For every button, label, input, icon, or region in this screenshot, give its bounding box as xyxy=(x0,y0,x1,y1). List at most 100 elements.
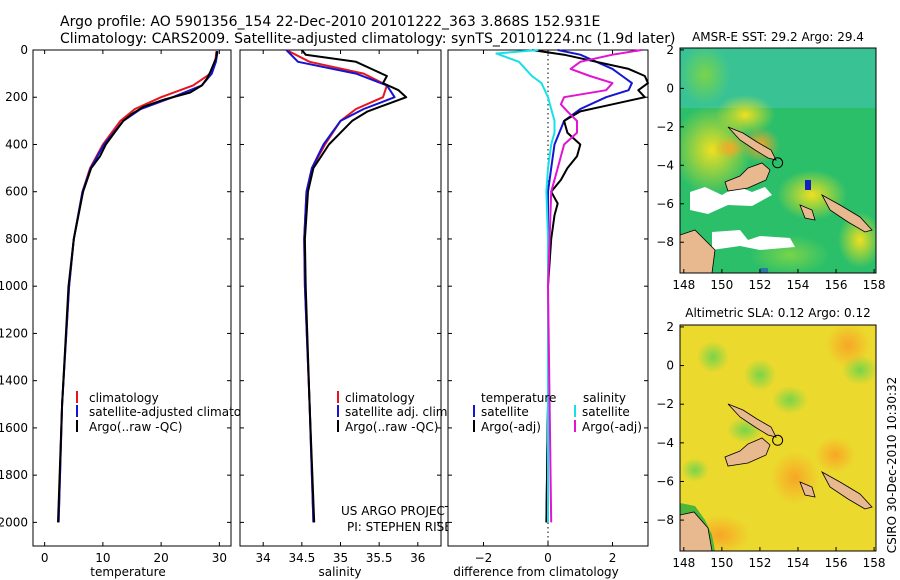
series-line-salinity-satellite xyxy=(495,49,556,523)
lon-tick-label: 150 xyxy=(710,278,733,292)
depth-tick-label: 600 xyxy=(5,185,28,199)
sla-high-patch xyxy=(826,325,870,367)
sst-cold-pixel xyxy=(805,180,811,190)
x-tick-label: −2 xyxy=(475,551,493,565)
legend-argo: Argo(..raw -QC) xyxy=(89,420,182,434)
sst-warm-patch xyxy=(715,95,775,135)
lon-tick-label: 152 xyxy=(748,278,771,292)
new-britain-land xyxy=(724,437,771,467)
salinity-depth-ticks xyxy=(240,49,441,523)
lat-tick-label: 2 xyxy=(666,320,674,334)
project-annotation: US ARGO PROJECT xyxy=(341,504,453,518)
sst-map-panel: AMSR-E SST: 29.2 Argo: 29.4 148 150 152 154… xyxy=(656,30,885,292)
x-tick-label: 0 xyxy=(544,551,552,565)
lon-tick-label: 158 xyxy=(863,556,886,570)
new-ireland-land xyxy=(727,403,777,438)
difference-legend: temperature salinity satellite Argo(-adj… xyxy=(473,391,642,434)
sla-lat-ticks: 2 0 −2 −4 −6 −8 xyxy=(656,320,684,527)
lon-tick-label: 150 xyxy=(710,556,733,570)
depth-tick-label: 1000 xyxy=(0,279,28,293)
temperature-xlabel: temperature xyxy=(90,565,165,579)
x-tick-label: 10 xyxy=(95,551,110,565)
lon-tick-label: 156 xyxy=(825,278,848,292)
bougainville-land xyxy=(799,204,816,221)
difference-xlabel: difference from climatology xyxy=(453,565,619,579)
argo-profile-location xyxy=(772,434,784,446)
x-tick-label: 35 xyxy=(333,551,348,565)
lon-tick-label: 148 xyxy=(672,556,695,570)
lon-tick-label: 154 xyxy=(787,278,810,292)
sst-map-title: AMSR-E SST: 29.2 Argo: 29.4 xyxy=(692,30,864,44)
sla-map-frame xyxy=(679,324,877,552)
series-line-argo-raw-qc xyxy=(57,51,218,523)
sst-cold-pixel xyxy=(760,268,768,273)
sst-profile-marker xyxy=(772,157,784,169)
legend-sal-argo: Argo(-adj) xyxy=(582,420,642,434)
lat-tick-label: −6 xyxy=(656,474,674,488)
series-line-argo-raw-qc xyxy=(301,49,408,523)
sst-missing-data xyxy=(690,186,772,214)
temperature-axis-ticks: 0 10 20 30 xyxy=(41,50,227,565)
depth-tick-label: 400 xyxy=(5,137,28,151)
sla-profile-marker xyxy=(772,434,784,446)
legend-temp-satellite: satellite xyxy=(481,405,529,419)
new-guinea-land xyxy=(680,511,713,551)
lon-tick-label: 154 xyxy=(787,556,810,570)
lon-tick-label: 158 xyxy=(863,278,886,292)
x-tick-label: 30 xyxy=(212,551,227,565)
depth-tick-label: 1400 xyxy=(0,374,28,388)
bougainville-land xyxy=(799,481,816,498)
depth-tick-label: 200 xyxy=(5,90,28,104)
sst-map-field xyxy=(680,48,876,273)
sla-map-field xyxy=(680,325,876,551)
sla-low-patch xyxy=(772,386,808,414)
sla-map-title: Altimetric SLA: 0.12 Argo: 0.12 xyxy=(685,306,870,320)
temperature-panel: 0 200 400 600 800 1000 1200 1400 1600 1800 2000 0 1… xyxy=(0,43,267,579)
x-tick-label: 0 xyxy=(41,551,49,565)
x-tick-label: 36 xyxy=(410,551,425,565)
sla-low-patch xyxy=(681,458,709,482)
salinity-panel: 34 34.5 35 35.5 36 salinity climatology sate… xyxy=(239,49,460,579)
lat-tick-label: −2 xyxy=(656,397,674,411)
figure-title-line2: Climatology: CARS2009. Satellite-adjuste… xyxy=(60,31,675,47)
lat-tick-label: −4 xyxy=(656,158,674,172)
depth-tick-label: 1600 xyxy=(0,421,28,435)
sst-missing-data xyxy=(712,230,795,250)
salinity-axis-ticks: 34 34.5 35 35.5 36 xyxy=(256,50,425,565)
depth-tick-label: 2000 xyxy=(0,515,28,529)
pi-annotation: PI: STEPHEN RISER xyxy=(347,520,460,534)
new-britain-land xyxy=(724,162,771,192)
legend-satellite-adjusted: satellite-adjusted climatology xyxy=(89,405,267,419)
new-ireland-land xyxy=(727,126,777,161)
temperature-axes xyxy=(32,49,232,547)
difference-profiles xyxy=(495,49,649,523)
depth-axis-ticks: 0 200 400 600 800 1000 1200 1400 1600 1800 2000 xyxy=(0,43,231,529)
salinity-legend: climatology satellite adj. clim. Argo(..… xyxy=(337,391,451,434)
lat-tick-label: 0 xyxy=(666,81,674,95)
legend-climatology: climatology xyxy=(345,391,415,405)
legend-satellite-adj: satellite adj. clim. xyxy=(345,405,451,419)
x-tick-label: 2 xyxy=(609,551,617,565)
depth-tick-label: 1200 xyxy=(0,326,28,340)
lon-tick-label: 148 xyxy=(672,278,695,292)
lat-tick-label: 0 xyxy=(666,359,674,373)
lat-tick-label: −8 xyxy=(656,513,674,527)
series-line-temperature-argo-adj xyxy=(531,49,649,523)
sst-lat-ticks: 2 0 −2 −4 −6 −8 xyxy=(656,43,684,249)
lat-tick-label: −2 xyxy=(656,120,674,134)
sst-map-frame xyxy=(679,47,877,274)
x-tick-label: 35.5 xyxy=(366,551,393,565)
sla-low-patch xyxy=(744,359,776,391)
salinity-xlabel: salinity xyxy=(318,565,361,579)
temperature-profiles xyxy=(57,51,219,523)
legend-climatology: climatology xyxy=(89,391,159,405)
legend-sal-satellite: satellite xyxy=(582,405,630,419)
difference-axis-ticks: −2 0 2 xyxy=(475,50,617,565)
sst-green-patch xyxy=(680,48,730,105)
solomon-islands-land xyxy=(821,470,873,510)
legend-header-temperature: temperature xyxy=(481,391,556,405)
argo-profile-location xyxy=(772,157,784,169)
figure-title-line1: Argo profile: AO 5901356_154 22-Dec-2010… xyxy=(60,14,600,30)
lon-tick-label: 156 xyxy=(825,556,848,570)
